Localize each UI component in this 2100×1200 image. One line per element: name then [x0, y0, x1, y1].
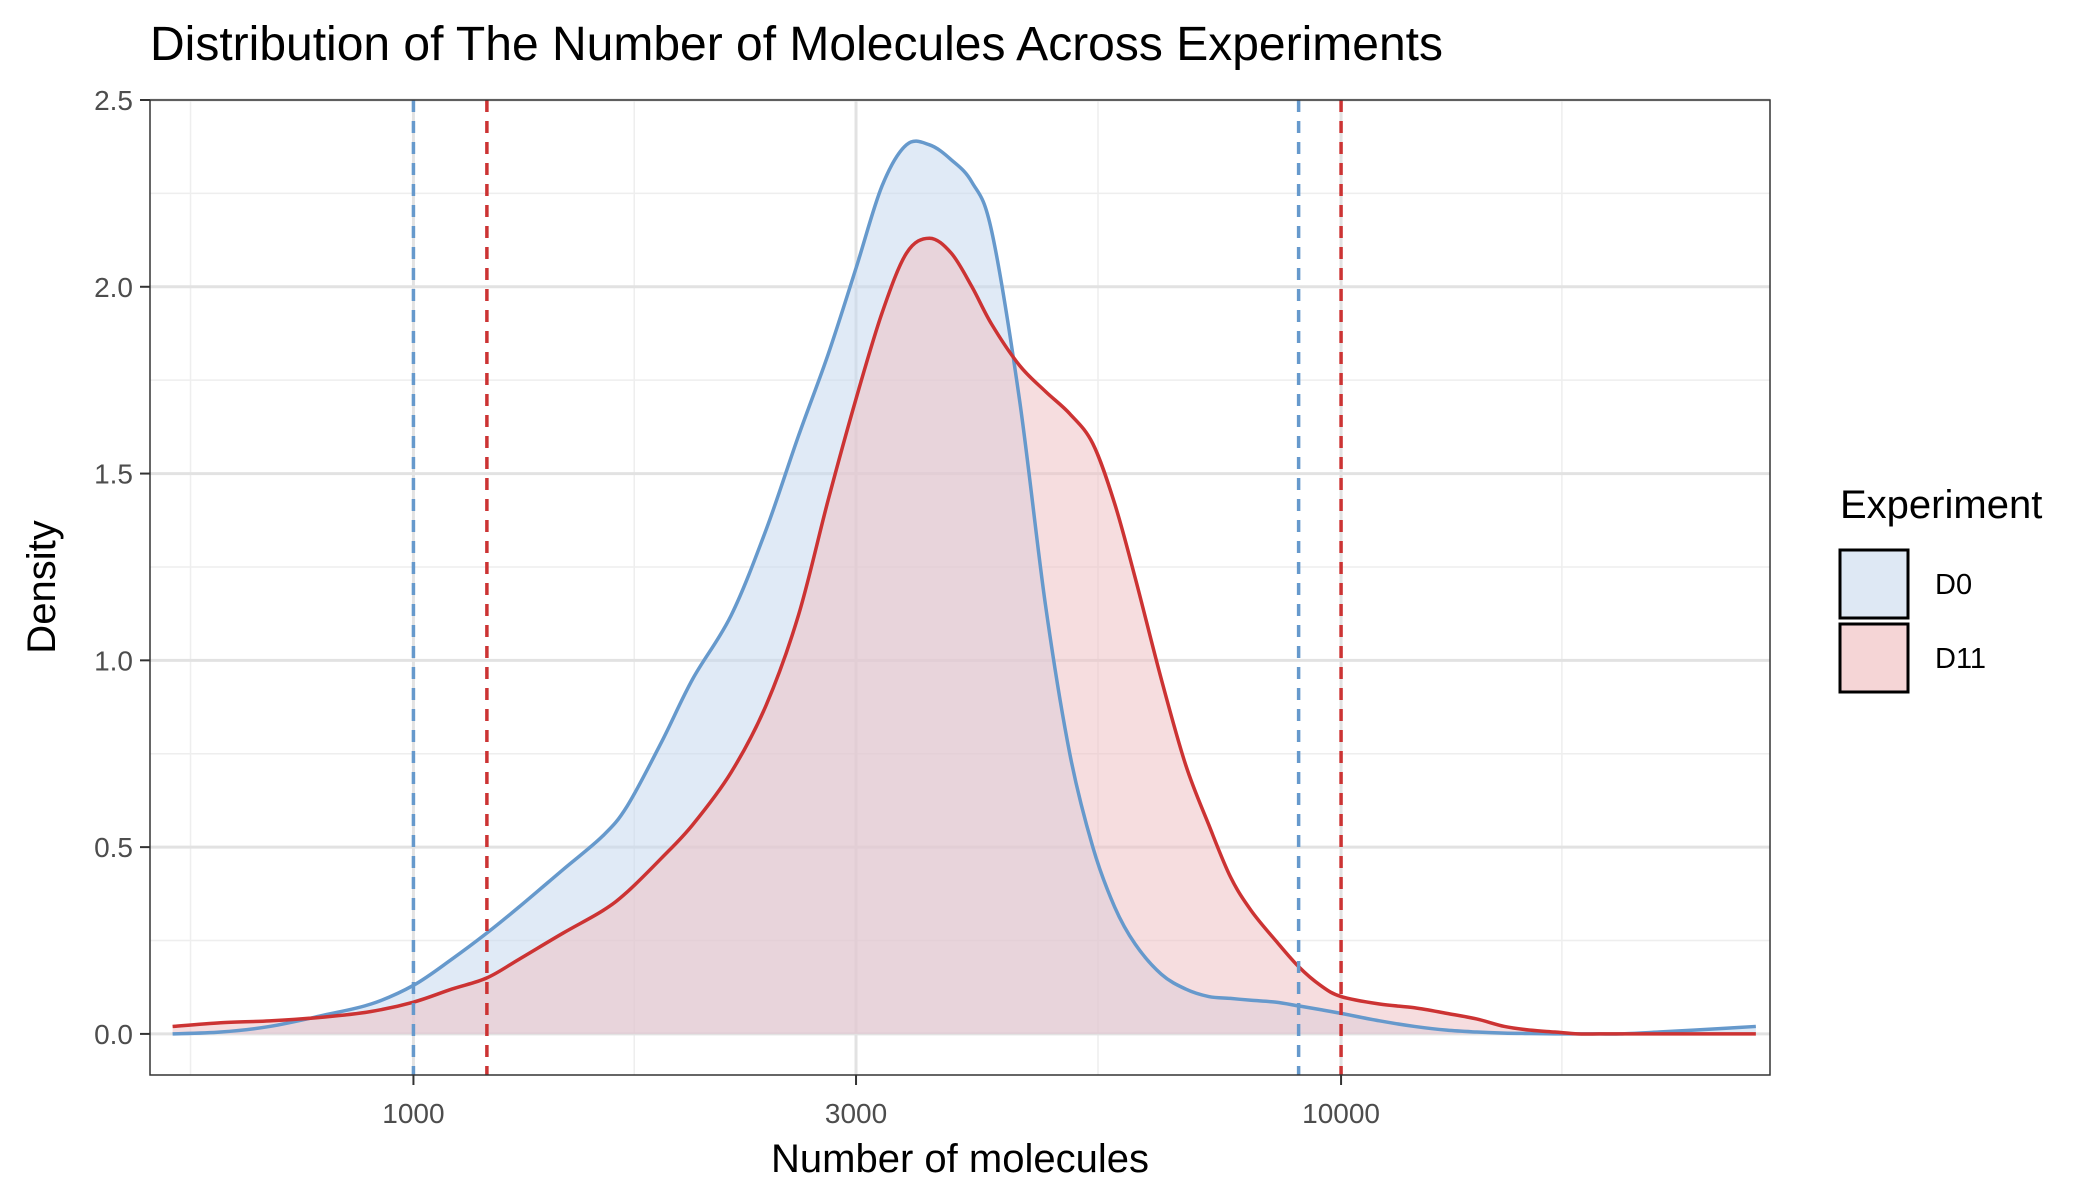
legend-title: Experiment — [1840, 483, 2042, 527]
density-line-d11 — [172, 236, 1756, 1036]
density-areas — [172, 141, 1756, 1035]
x-tick-label-2: 10000 — [1302, 1098, 1380, 1129]
y-axis-title: Density — [20, 520, 64, 653]
legend-item-d0: D0 — [1838, 548, 1972, 620]
legend-label-d0: D0 — [1935, 569, 1972, 601]
x-tick-label-1: 3000 — [825, 1098, 887, 1129]
density-area-d11 — [172, 238, 1756, 1035]
y-tick-label-5: 2.5 — [94, 85, 133, 116]
legend-label-d11: D11 — [1935, 643, 1986, 675]
y-tick-label-3: 1.5 — [94, 459, 133, 490]
chart-title: Distribution of The Number of Molecules … — [150, 18, 1443, 71]
y-tick-label-4: 2.0 — [94, 272, 133, 303]
legend-key-d0 — [1838, 548, 1910, 620]
y-axis-ticks: 0.0 0.5 1.0 1.5 2.0 2.5 — [94, 85, 150, 1050]
x-axis-ticks: 1000 3000 10000 — [382, 1075, 1380, 1129]
x-tick-label-0: 1000 — [382, 1098, 444, 1129]
legend-key-d11 — [1838, 622, 1910, 694]
density-lines — [172, 139, 1756, 1036]
plot-border — [149, 99, 1771, 1076]
density-line-d0 — [172, 139, 1756, 1036]
legend: Experiment D0 D11 — [1838, 483, 2042, 694]
y-tick-label-1: 0.5 — [94, 832, 133, 863]
x-axis-title: Number of molecules — [771, 1137, 1149, 1181]
reference-vlines — [411, 100, 1343, 1075]
legend-item-d11: D11 — [1838, 622, 1986, 694]
y-tick-label-2: 1.0 — [94, 645, 133, 676]
y-tick-label-0: 0.0 — [94, 1019, 133, 1050]
